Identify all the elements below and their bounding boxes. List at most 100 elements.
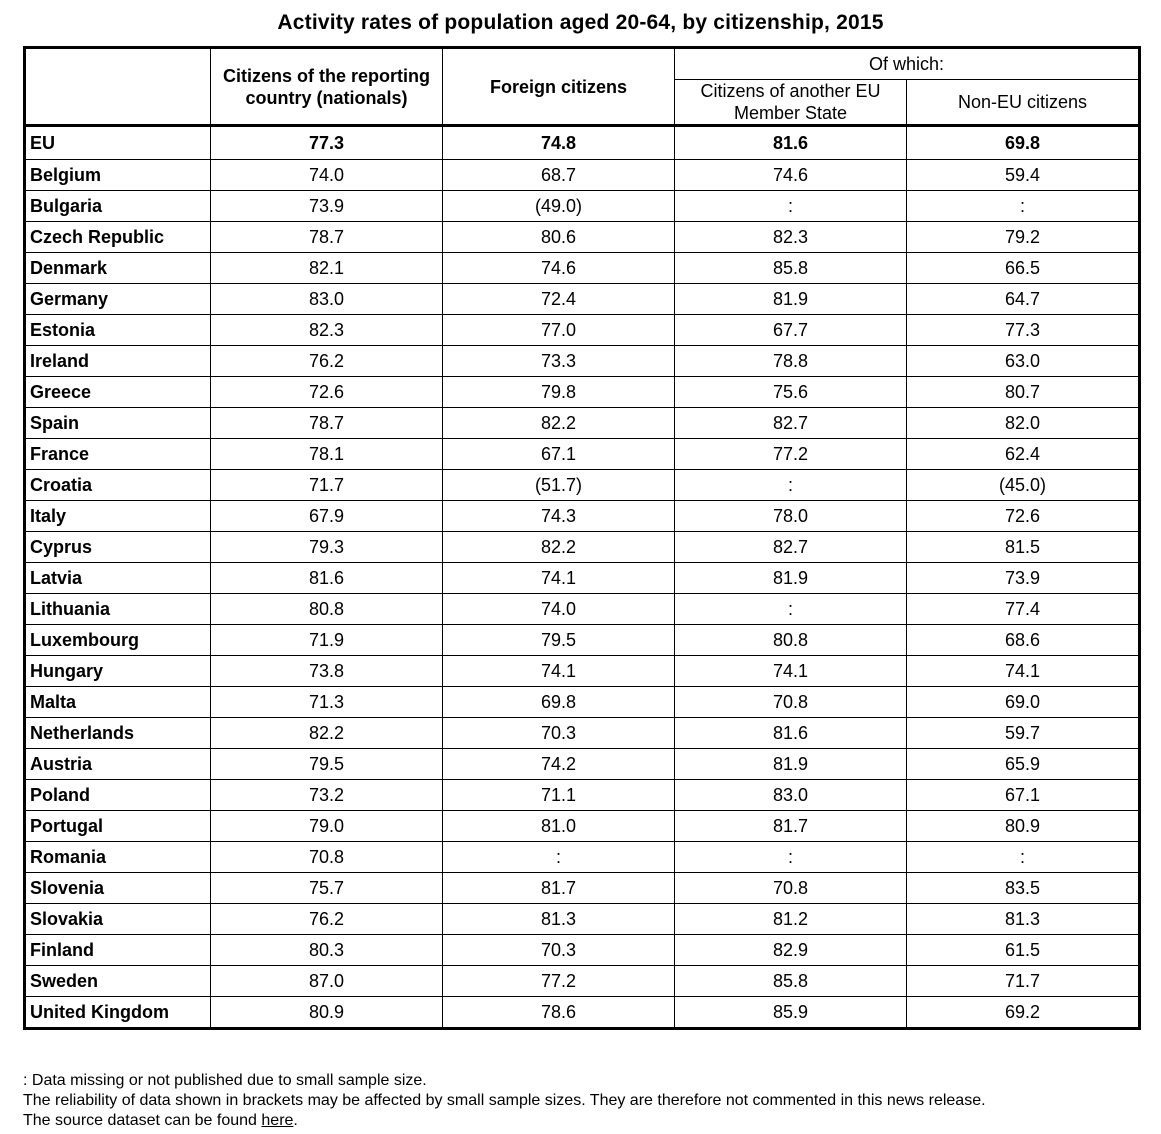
table-row: Czech Republic 78.7 80.6 82.3 79.2 [23,221,1141,253]
nationals-value: 71.9 [210,624,443,656]
nationals-value: 87.0 [210,965,443,997]
foreign-value: 74.2 [442,748,675,780]
country-cell: Slovakia [23,903,211,935]
source-dataset-link[interactable]: here [261,1112,294,1129]
foreign-value: 82.2 [442,531,675,563]
foreign-value: 79.8 [442,376,675,408]
country-cell: Portugal [23,810,211,842]
nationals-value: 78.7 [210,407,443,439]
non-eu-value: 82.0 [906,407,1141,439]
table-row: Slovenia 75.7 81.7 70.8 83.5 [23,872,1141,904]
other-eu-value: 70.8 [674,872,907,904]
foreign-value: 74.6 [442,252,675,284]
other-eu-value: : [674,593,907,625]
footnote-brackets: The reliability of data shown in bracket… [23,1092,986,1109]
country-cell: United Kingdom [23,996,211,1030]
table-row: Denmark 82.1 74.6 85.8 66.5 [23,252,1141,284]
non-eu-value: 63.0 [906,345,1141,377]
foreign-value: (49.0) [442,190,675,222]
nationals-value: 80.8 [210,593,443,625]
other-eu-value: : [674,190,907,222]
table-row: Croatia 71.7 (51.7): (45.0) [23,469,1141,501]
country-cell: Netherlands [23,717,211,749]
country-cell: Cyprus [23,531,211,563]
table-row: Bulgaria 73.9 (49.0):: [23,190,1141,222]
nationals-value: 80.9 [210,996,443,1030]
foreign-value: 79.5 [442,624,675,656]
nationals-value: 79.3 [210,531,443,563]
country-cell: Poland [23,779,211,811]
other-eu-value: 82.7 [674,531,907,563]
table-row: Latvia 81.6 74.1 81.9 73.9 [23,562,1141,594]
other-eu-value: 67.7 [674,314,907,346]
other-eu-value: 80.8 [674,624,907,656]
non-eu-value: 71.7 [906,965,1141,997]
other-eu-value: 77.2 [674,438,907,470]
header-nationals: Citizens of the reporting country (natio… [210,46,443,127]
footnote-source: The source dataset can be found here. [23,1111,986,1131]
country-cell: Latvia [23,562,211,594]
country-cell: Sweden [23,965,211,997]
header-other-eu-citizens: Citizens of another EU Member State [674,79,907,127]
nationals-value: 73.2 [210,779,443,811]
country-cell: Luxembourg [23,624,211,656]
table-row: Germany 83.0 72.4 81.9 64.7 [23,283,1141,315]
other-eu-value: 85.9 [674,996,907,1030]
non-eu-value: 73.9 [906,562,1141,594]
non-eu-value: 69.8 [906,125,1141,160]
table-row: Malta 71.3 69.8 70.8 69.0 [23,686,1141,718]
country-cell: Belgium [23,159,211,191]
header-non-eu-citizens: Non-EU citizens [906,79,1141,127]
other-eu-value: 78.8 [674,345,907,377]
country-cell: Italy [23,500,211,532]
non-eu-value: 72.6 [906,500,1141,532]
table-row: Estonia 82.3 77.0 67.7 77.3 [23,314,1141,346]
foreign-value: 70.3 [442,717,675,749]
footnote-source-period: . [293,1112,298,1129]
country-cell: Croatia [23,469,211,501]
other-eu-value: 81.9 [674,748,907,780]
foreign-value: 82.2 [442,407,675,439]
other-eu-value: 85.8 [674,965,907,997]
country-cell: Malta [23,686,211,718]
other-eu-value: 82.3 [674,221,907,253]
nationals-value: 73.8 [210,655,443,687]
nationals-value: 67.9 [210,500,443,532]
country-cell: Germany [23,283,211,315]
other-eu-value: 81.2 [674,903,907,935]
non-eu-value: 80.7 [906,376,1141,408]
nationals-value: 78.7 [210,221,443,253]
other-eu-value: 75.6 [674,376,907,408]
other-eu-value: 74.1 [674,655,907,687]
table-row: Italy 67.9 74.3 78.0 72.6 [23,500,1141,532]
other-eu-value: 81.7 [674,810,907,842]
non-eu-value: 81.3 [906,903,1141,935]
country-cell: Greece [23,376,211,408]
country-cell: Romania [23,841,211,873]
other-eu-value: 81.9 [674,283,907,315]
nationals-value: 80.3 [210,934,443,966]
table-row: Slovakia 76.2 81.3 81.2 81.3 [23,903,1141,935]
table-title: Activity rates of population aged 20-64,… [277,11,884,34]
foreign-value: 67.1 [442,438,675,470]
table-row: Belgium 74.0 68.7 74.6 59.4 [23,159,1141,191]
header-foreign-citizens: Foreign citizens [442,46,675,127]
non-eu-value: 69.0 [906,686,1141,718]
nationals-value: 82.1 [210,252,443,284]
non-eu-value: 67.1 [906,779,1141,811]
non-eu-value: 65.9 [906,748,1141,780]
other-eu-value: 74.6 [674,159,907,191]
nationals-value: 71.7 [210,469,443,501]
nationals-value: 76.2 [210,345,443,377]
nationals-value: 79.5 [210,748,443,780]
other-eu-value: : [674,841,907,873]
foreign-value: 73.3 [442,345,675,377]
non-eu-value: 59.7 [906,717,1141,749]
footnotes: : Data missing or not published due to s… [23,1071,986,1131]
table-row: Netherlands 82.2 70.3 81.6 59.7 [23,717,1141,749]
other-eu-value: 82.7 [674,407,907,439]
table-row: Romania 70.8::: [23,841,1141,873]
foreign-value: 77.0 [442,314,675,346]
table-row: Austria 79.5 74.2 81.9 65.9 [23,748,1141,780]
country-cell: Denmark [23,252,211,284]
